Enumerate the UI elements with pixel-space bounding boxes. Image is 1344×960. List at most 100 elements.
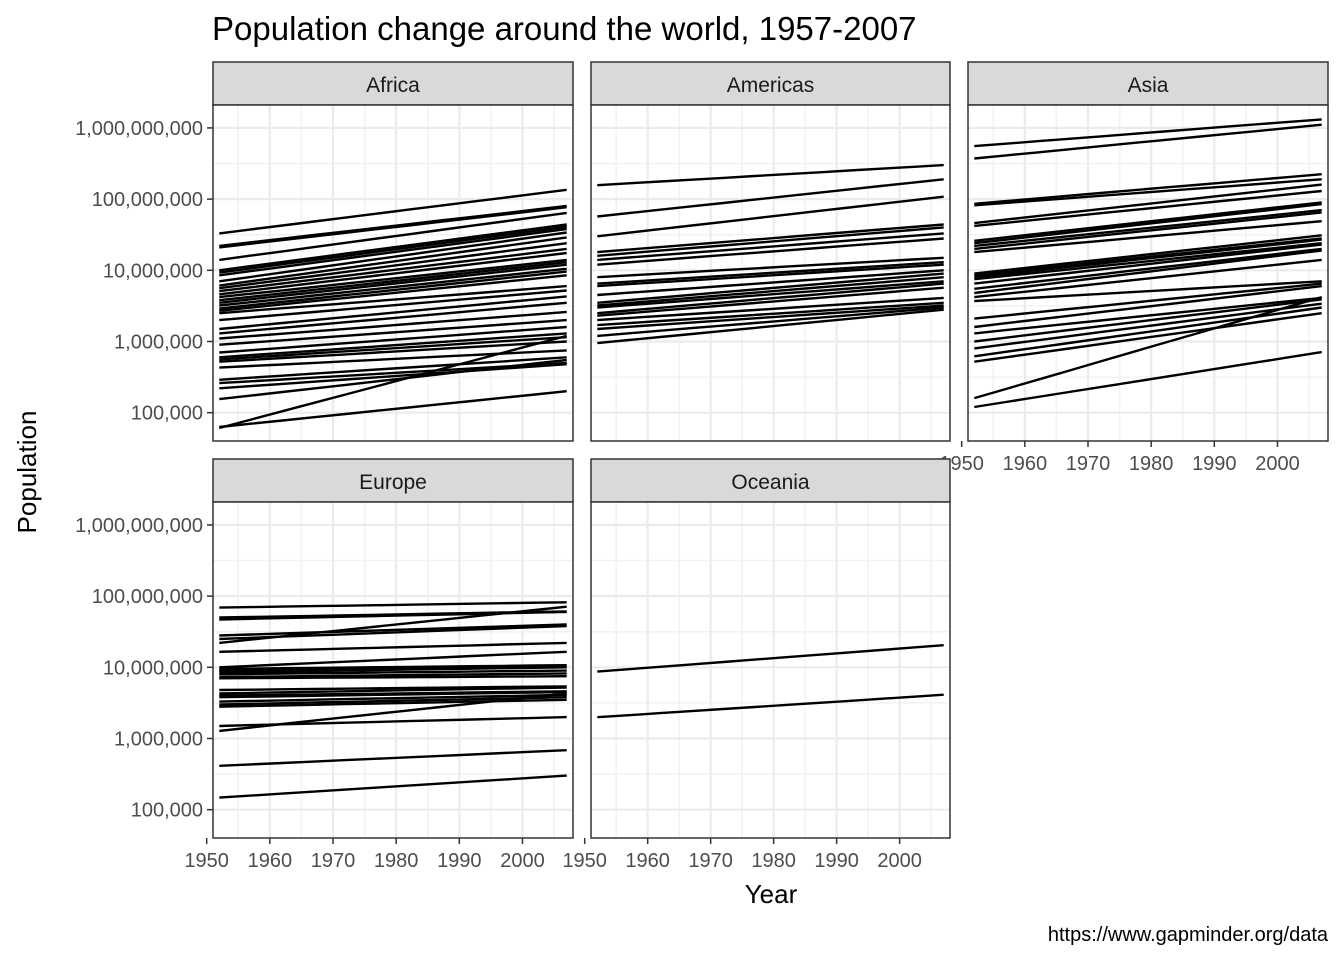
facet-label-oceania: Oceania xyxy=(731,471,810,494)
series-line-americas-21 xyxy=(597,308,944,345)
x-tick-label: 1950 xyxy=(184,850,229,872)
x-tick-label: 1960 xyxy=(625,850,670,872)
series-line-africa-16 xyxy=(219,267,567,307)
series-line-africa-29 xyxy=(219,349,567,369)
y-tick-label: 1,000,000,000 xyxy=(75,515,203,537)
facet-label-africa: Africa xyxy=(366,74,420,97)
series-line-oceania-2 xyxy=(597,693,944,719)
series-line-africa-3 xyxy=(219,206,567,249)
facet-label-americas: Americas xyxy=(727,74,815,97)
series-line-americas-9 xyxy=(597,261,944,285)
series-line-americas-16 xyxy=(597,286,944,317)
series-line-africa-7 xyxy=(219,227,567,277)
series-line-africa-19 xyxy=(219,284,567,315)
series-line-americas-15 xyxy=(597,282,944,315)
facet-strip-oceania xyxy=(590,458,951,503)
series-line-asia-22 xyxy=(974,284,1322,329)
series-line-asia-21 xyxy=(974,282,1322,320)
series-line-asia-24 xyxy=(974,298,1322,343)
series-line-africa-30 xyxy=(219,356,567,381)
series-line-africa-20 xyxy=(219,289,567,322)
series-line-asia-16 xyxy=(974,243,1322,285)
series-line-asia-2 xyxy=(974,123,1322,160)
series-line-europe-7 xyxy=(219,641,567,653)
series-line-asia-10 xyxy=(974,211,1322,251)
series-line-europe-20 xyxy=(219,696,567,706)
series-line-americas-11 xyxy=(597,269,944,297)
series-line-asia-29 xyxy=(974,350,1322,409)
series-line-africa-8 xyxy=(219,231,567,283)
series-line-africa-35 xyxy=(218,334,568,430)
series-line-africa-2 xyxy=(219,204,567,248)
y-tick-label: 100,000 xyxy=(131,403,203,425)
y-tick-label: 1,000,000,000 xyxy=(75,118,203,140)
series-line-africa-18 xyxy=(219,274,567,312)
series-line-asia-5 xyxy=(974,183,1322,225)
series-line-americas-19 xyxy=(597,304,944,331)
x-tick-label: 2000 xyxy=(1255,453,1300,475)
series-line-americas-3 xyxy=(597,195,944,238)
y-tick-label: 10,000,000 xyxy=(103,657,203,679)
x-axis-title: Year xyxy=(745,879,798,909)
series-line-asia-11 xyxy=(974,220,1322,254)
series-line-europe-9 xyxy=(219,664,567,671)
panel-border-asia xyxy=(967,104,1329,442)
series-line-americas-2 xyxy=(597,178,944,218)
x-tick-label: 1950 xyxy=(562,850,607,872)
series-line-europe-21 xyxy=(219,698,567,708)
series-line-americas-8 xyxy=(597,256,944,279)
series-line-asia-4 xyxy=(974,178,1322,207)
series-line-americas-5 xyxy=(597,226,944,257)
series-line-africa-22 xyxy=(219,301,567,335)
series-line-americas-14 xyxy=(597,280,944,309)
series-line-americas-12 xyxy=(597,272,944,304)
facet-strip-africa xyxy=(212,61,574,106)
facet-europe: Europe 100,000 1,000,000 10,000,000 100,000,… xyxy=(75,458,574,872)
series-line-africa-24 xyxy=(219,318,567,346)
series-line-asia-7 xyxy=(974,201,1322,242)
series-line-asia-3 xyxy=(974,173,1322,205)
y-tick-label: 100,000 xyxy=(131,800,203,822)
series-line-asia-19 xyxy=(974,258,1322,299)
series-line-europe-11 xyxy=(219,666,567,674)
y-tick-label: 10,000,000 xyxy=(103,260,203,282)
series-line-europe-6 xyxy=(219,605,567,645)
series-line-europe-14 xyxy=(219,675,567,680)
facet-strip-americas xyxy=(590,61,951,106)
series-line-americas-17 xyxy=(597,296,944,322)
x-tick-label: 1970 xyxy=(1066,453,1111,475)
y-tick-label: 1,000,000 xyxy=(114,728,203,750)
series-line-asia-28 xyxy=(973,295,1323,400)
series-line-europe-13 xyxy=(219,672,567,679)
series-line-africa-12 xyxy=(219,251,567,296)
series-line-europe-8 xyxy=(219,650,567,669)
series-line-europe-19 xyxy=(219,693,567,703)
facet-oceania: Oceania 1950 1960 1970 1980 1990 2000 xyxy=(562,458,951,872)
series-line-africa-15 xyxy=(219,263,567,304)
x-tick-label: 1990 xyxy=(814,850,859,872)
series-line-europe-24 xyxy=(219,749,567,767)
series-line-americas-10 xyxy=(597,263,944,288)
x-tick-label: 1970 xyxy=(311,850,356,872)
series-line-europe-15 xyxy=(219,685,567,692)
series-line-americas-1 xyxy=(597,163,944,187)
series-line-europe-4 xyxy=(219,623,567,637)
series-line-africa-26 xyxy=(219,332,567,359)
series-line-asia-20 xyxy=(974,280,1322,303)
series-line-africa-6 xyxy=(219,225,567,274)
chart-title: Population change around the world, 1957… xyxy=(212,10,917,47)
facet-panels: Africa 100,000 1,000,000 10,000,000 100,000,… xyxy=(75,61,1329,872)
series-line-americas-20 xyxy=(597,306,944,338)
source-caption: https://www.gapminder.org/data xyxy=(1048,924,1329,946)
series-line-asia-23 xyxy=(974,296,1322,335)
facet-africa: Africa 100,000 1,000,000 10,000,000 100,000,… xyxy=(75,61,574,442)
facet-label-europe: Europe xyxy=(359,471,427,494)
series-line-asia-17 xyxy=(974,247,1322,290)
series-line-africa-1 xyxy=(219,188,567,235)
series-line-africa-13 xyxy=(219,258,567,299)
series-line-africa-28 xyxy=(219,340,567,363)
series-line-asia-8 xyxy=(974,202,1322,245)
series-line-europe-18 xyxy=(219,690,567,699)
series-line-africa-14 xyxy=(219,261,567,302)
